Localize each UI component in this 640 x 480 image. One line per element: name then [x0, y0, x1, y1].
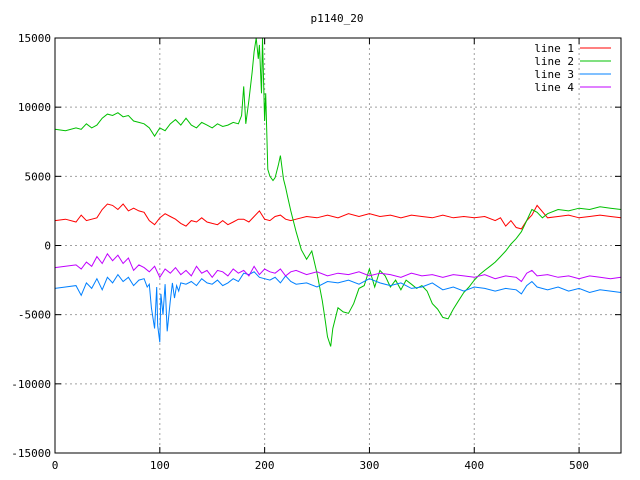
- x-tick-label: 300: [360, 459, 380, 472]
- legend-label: line 4: [534, 81, 574, 94]
- x-tick-label: 100: [150, 459, 170, 472]
- legend-label: line 3: [534, 68, 574, 81]
- y-tick-label: 5000: [25, 170, 52, 183]
- y-axis-ticks: -15000 -10000 -5000 0 5000 10000 15000: [11, 32, 621, 460]
- x-axis-ticks: 0 100 200 300 400 500: [52, 38, 589, 472]
- y-tick-label: 0: [44, 240, 51, 253]
- y-tick-label: -15000: [11, 447, 51, 460]
- series-line-1: [54, 203, 622, 230]
- legend-label: line 2: [534, 55, 574, 68]
- series-lines: [54, 37, 622, 347]
- chart-title: p1140_20: [311, 12, 364, 25]
- x-tick-label: 500: [569, 459, 589, 472]
- y-tick-label: 10000: [18, 101, 51, 114]
- x-tick-label: 400: [464, 459, 484, 472]
- x-tick-label: 0: [52, 459, 59, 472]
- x-tick-label: 200: [255, 459, 275, 472]
- series-line-4: [54, 252, 622, 283]
- series-line-2: [54, 37, 622, 347]
- y-tick-label: -5000: [18, 309, 51, 322]
- y-tick-label: 15000: [18, 32, 51, 45]
- series-line-3: [54, 271, 622, 343]
- legend-label: line 1: [534, 42, 574, 55]
- y-tick-label: -10000: [11, 378, 51, 391]
- grid-lines: [55, 38, 621, 453]
